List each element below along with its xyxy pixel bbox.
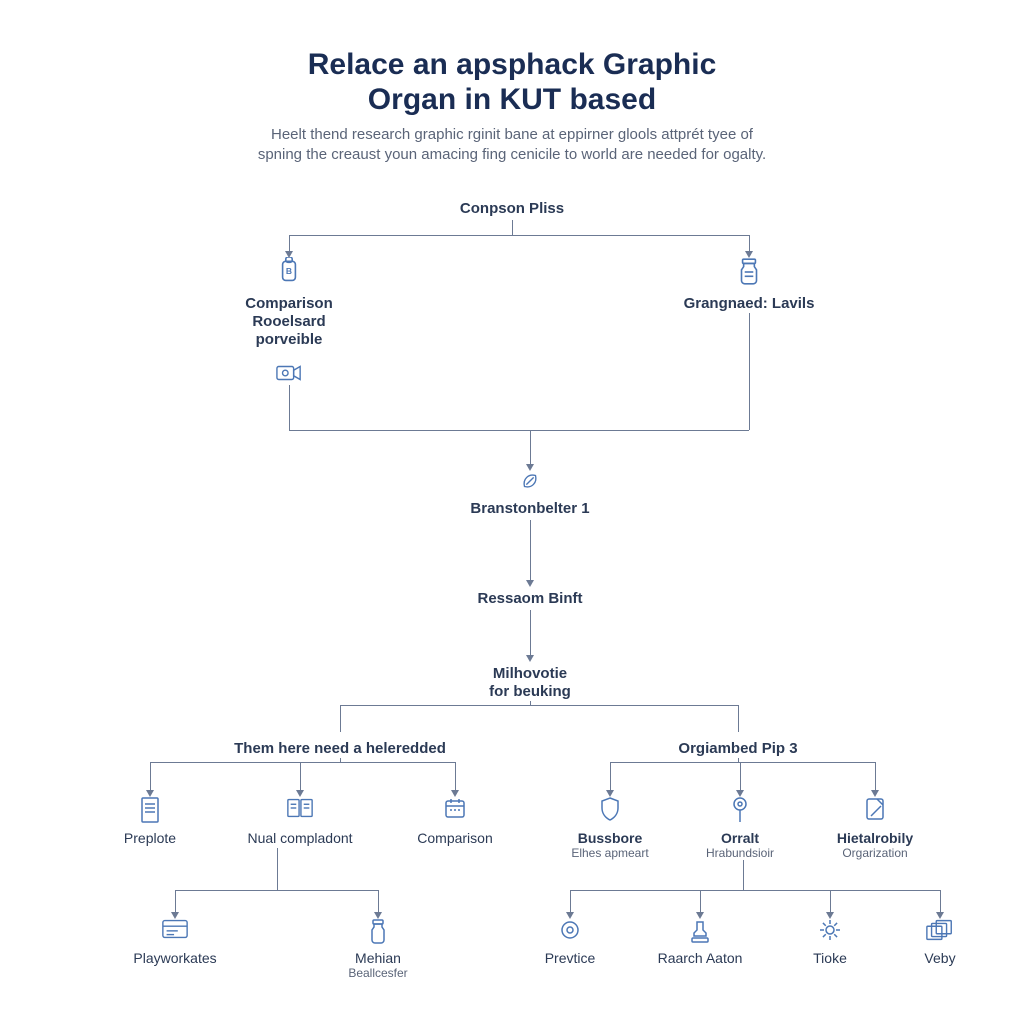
connector-vline [743,860,744,890]
arrowhead-down-icon [871,790,879,797]
leaf-sublabel: Orgarization [842,846,907,860]
arrowhead-down-icon [606,790,614,797]
leaf-label: Nual compladont [247,830,352,847]
jar2-icon [366,918,390,946]
arrowhead-down-icon [171,912,179,919]
camera-icon [276,363,302,383]
subleaf-label: Mehian [355,950,401,967]
connector-hline [175,890,378,891]
connector-vline [610,762,611,790]
gear-icon [818,918,842,942]
subleaf-label: Veby [924,950,955,967]
connector-vline [378,890,379,912]
connector-vline [175,890,176,912]
doc-icon [138,796,162,824]
connector-hline [150,762,455,763]
arrowhead-down-icon [146,790,154,797]
leaf-sublabel: Elhes apmeart [571,846,648,860]
arrowhead-down-icon [451,790,459,797]
connector-vline [277,848,278,890]
subleaf-label: Tioke [813,950,847,967]
connector-hline [289,235,749,236]
node-branstonbelter: Branstonbelter 1 [470,500,589,518]
arrowhead-down-icon [936,912,944,919]
connector-vline [289,235,290,251]
branch-left-label: Them here need a heleredded [234,740,446,758]
connector-vline [700,890,701,912]
leaf-label: Bussbore [578,830,643,847]
leaf-label: Orralt [721,830,759,847]
pin-icon [728,796,752,824]
subleaf-sublabel: Beallcesfer [348,966,407,980]
stamp-icon [688,918,712,946]
arrowhead-down-icon [826,912,834,919]
leaf-label: Preplote [124,830,176,847]
ring-icon [558,918,582,942]
connector-hline [340,705,738,706]
connector-vline [530,520,531,580]
page-subtitle: Heelt thend research graphic rginit bane… [258,125,766,166]
arrowhead-down-icon [696,912,704,919]
arrowhead-down-icon [296,790,304,797]
badge-icon: B [276,257,302,289]
connector-vline [340,705,341,732]
jar-icon [736,257,762,287]
leaf-icon [519,470,541,492]
stack-icon [925,918,955,942]
branch-right-label: Orgiambed Pip 3 [678,740,797,758]
connector-vline [455,762,456,790]
connector-vline [570,890,571,912]
arrowhead-down-icon [285,251,293,258]
window-icon [161,918,189,940]
shield-icon [598,796,622,822]
connector-hline [570,890,940,891]
leaf-sublabel: Hrabundsioir [706,846,774,860]
node-comparison-rooelsard: Comparison Rooelsard porveible [245,295,333,349]
leaf-label: Hietalrobily [837,830,913,847]
page-title: Relace an apsphack Graphic Organ in KUT … [308,48,717,117]
subleaf-label: Raarch Aaton [658,950,743,967]
connector-hline [610,762,875,763]
node-milhovotie: Milhovotie for beuking [489,665,571,701]
arrowhead-down-icon [745,251,753,258]
arrowhead-down-icon [526,580,534,587]
connector-hline [289,430,749,431]
connector-vline [940,890,941,912]
leaf-label: Comparison [417,830,492,847]
connector-vline [830,890,831,912]
calendar-icon [443,796,467,820]
node-ressaom-binft: Ressaom Binft [477,590,582,608]
connector-vline [530,430,531,464]
arrowhead-down-icon [526,655,534,662]
node-root: Conpson Pliss [460,200,564,218]
node-grangnaed-lavils: Grangnaed: Lavils [684,295,815,313]
connector-vline [875,762,876,790]
connector-vline [289,385,290,430]
svg-text:B: B [286,266,292,276]
note-icon [863,796,887,822]
connector-vline [738,705,739,732]
connector-vline [150,762,151,790]
arrowhead-down-icon [526,464,534,471]
arrowhead-down-icon [374,912,382,919]
connector-vline [740,762,741,790]
book-icon [286,796,314,820]
connector-vline [530,610,531,655]
connector-vline [512,220,513,235]
subleaf-label: Playworkates [133,950,216,967]
arrowhead-down-icon [566,912,574,919]
connector-vline [749,235,750,251]
subleaf-label: Prevtice [545,950,596,967]
arrowhead-down-icon [736,790,744,797]
connector-vline [749,313,750,430]
connector-vline [300,762,301,790]
